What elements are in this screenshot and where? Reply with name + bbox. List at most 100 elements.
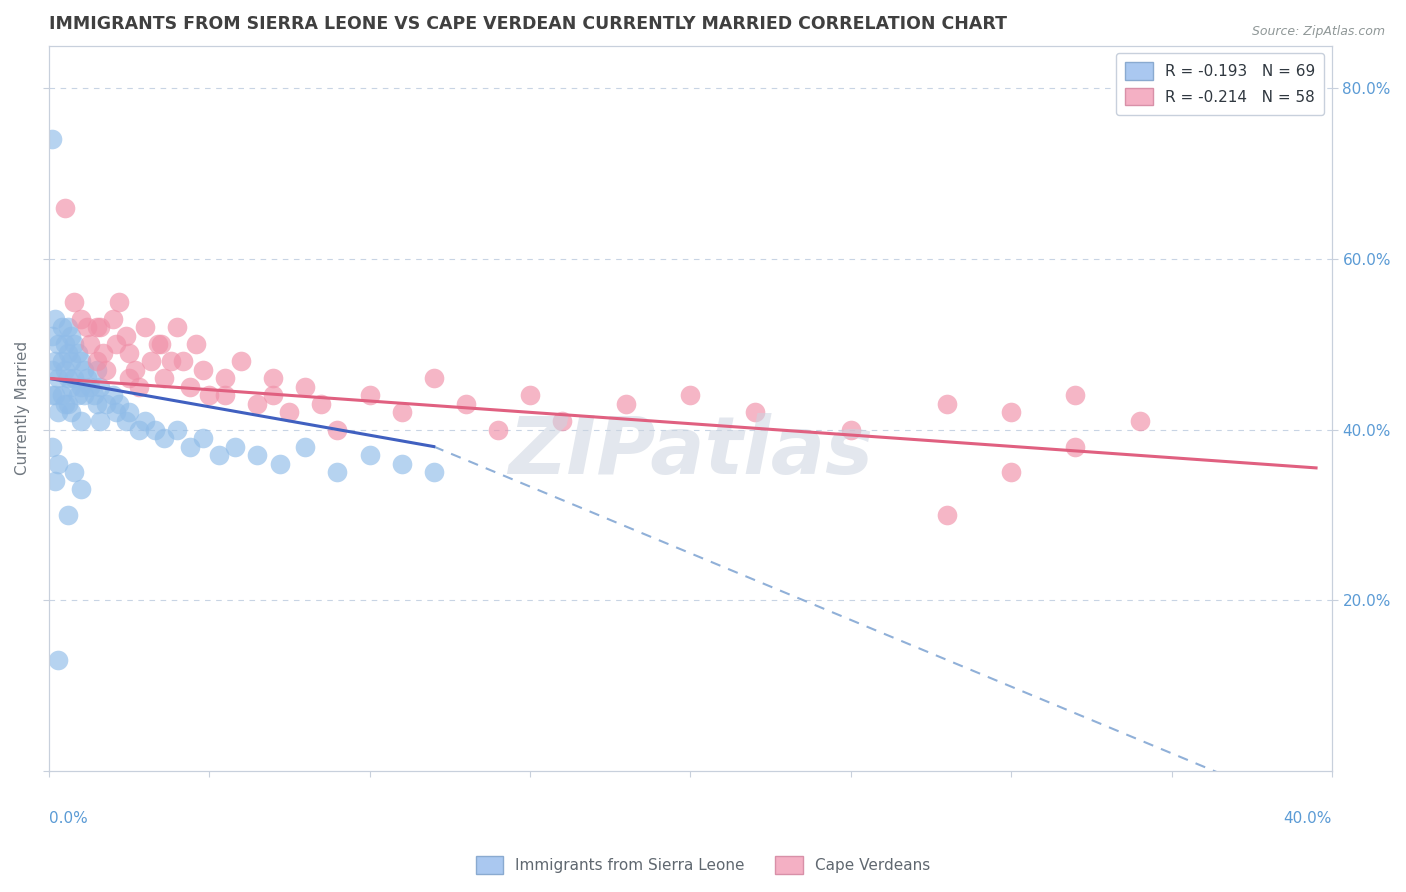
- Point: [614, 397, 637, 411]
- Point: [214, 371, 236, 385]
- Point: [56, 320, 79, 334]
- Point: [278, 405, 301, 419]
- Point: [519, 388, 541, 402]
- Point: [744, 405, 766, 419]
- Point: [486, 423, 509, 437]
- Point: [89, 414, 111, 428]
- Point: [53, 397, 76, 411]
- Point: [166, 423, 188, 437]
- Point: [63, 337, 86, 351]
- Legend: R = -0.193   N = 69, R = -0.214   N = 58: R = -0.193 N = 69, R = -0.214 N = 58: [1116, 54, 1324, 114]
- Point: [69, 414, 91, 428]
- Point: [179, 380, 201, 394]
- Point: [76, 371, 98, 385]
- Point: [44, 311, 66, 326]
- Point: [224, 440, 246, 454]
- Point: [118, 345, 141, 359]
- Point: [60, 328, 83, 343]
- Point: [326, 465, 349, 479]
- Point: [44, 354, 66, 368]
- Point: [153, 371, 176, 385]
- Point: [63, 371, 86, 385]
- Point: [191, 431, 214, 445]
- Text: 0.0%: 0.0%: [49, 811, 87, 826]
- Point: [53, 337, 76, 351]
- Point: [79, 380, 101, 394]
- Point: [159, 354, 181, 368]
- Point: [359, 448, 381, 462]
- Point: [294, 380, 316, 394]
- Point: [51, 354, 73, 368]
- Point: [48, 405, 70, 419]
- Point: [359, 388, 381, 402]
- Point: [936, 508, 959, 522]
- Point: [48, 371, 70, 385]
- Point: [48, 653, 70, 667]
- Legend: Immigrants from Sierra Leone, Cape Verdeans: Immigrants from Sierra Leone, Cape Verde…: [470, 850, 936, 880]
- Point: [44, 388, 66, 402]
- Point: [214, 388, 236, 402]
- Point: [173, 354, 195, 368]
- Point: [128, 380, 150, 394]
- Point: [118, 371, 141, 385]
- Point: [56, 397, 79, 411]
- Point: [246, 397, 269, 411]
- Point: [454, 397, 477, 411]
- Point: [86, 354, 108, 368]
- Point: [114, 414, 136, 428]
- Point: [246, 448, 269, 462]
- Point: [73, 388, 96, 402]
- Point: [114, 328, 136, 343]
- Text: ZIPatlas: ZIPatlas: [508, 413, 873, 491]
- Point: [48, 457, 70, 471]
- Point: [422, 465, 444, 479]
- Point: [1129, 414, 1152, 428]
- Point: [1000, 405, 1022, 419]
- Text: Source: ZipAtlas.com: Source: ZipAtlas.com: [1251, 25, 1385, 38]
- Point: [198, 388, 221, 402]
- Point: [186, 337, 208, 351]
- Point: [262, 388, 284, 402]
- Point: [422, 371, 444, 385]
- Point: [69, 311, 91, 326]
- Point: [101, 388, 124, 402]
- Point: [53, 363, 76, 377]
- Point: [63, 465, 86, 479]
- Point: [60, 354, 83, 368]
- Point: [41, 132, 63, 146]
- Point: [76, 320, 98, 334]
- Text: IMMIGRANTS FROM SIERRA LEONE VS CAPE VERDEAN CURRENTLY MARRIED CORRELATION CHART: IMMIGRANTS FROM SIERRA LEONE VS CAPE VER…: [49, 15, 1007, 33]
- Point: [391, 405, 413, 419]
- Point: [69, 380, 91, 394]
- Point: [105, 337, 128, 351]
- Point: [134, 414, 156, 428]
- Point: [679, 388, 702, 402]
- Point: [269, 457, 291, 471]
- Point: [91, 345, 114, 359]
- Point: [294, 440, 316, 454]
- Point: [1064, 388, 1087, 402]
- Point: [66, 388, 89, 402]
- Point: [73, 363, 96, 377]
- Point: [69, 354, 91, 368]
- Point: [56, 371, 79, 385]
- Point: [60, 405, 83, 419]
- Y-axis label: Currently Married: Currently Married: [15, 341, 30, 475]
- Point: [66, 345, 89, 359]
- Point: [53, 201, 76, 215]
- Point: [51, 388, 73, 402]
- Point: [56, 508, 79, 522]
- Point: [89, 380, 111, 394]
- Point: [101, 311, 124, 326]
- Point: [41, 388, 63, 402]
- Point: [141, 354, 163, 368]
- Point: [105, 405, 128, 419]
- Point: [96, 363, 118, 377]
- Point: [44, 474, 66, 488]
- Point: [124, 363, 146, 377]
- Point: [153, 431, 176, 445]
- Point: [108, 294, 131, 309]
- Point: [311, 397, 333, 411]
- Point: [391, 457, 413, 471]
- Point: [262, 371, 284, 385]
